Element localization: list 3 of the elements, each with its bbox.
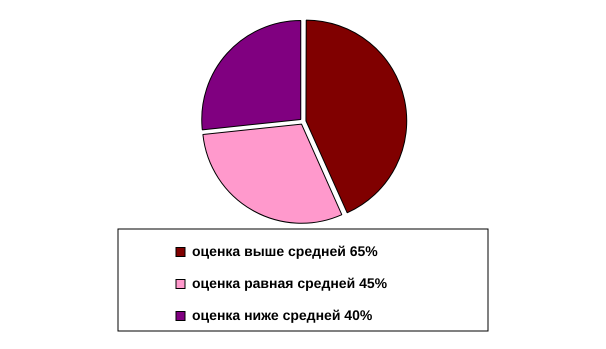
legend-label: оценка равная средней 45% <box>192 274 388 291</box>
legend-label: оценка ниже средней 40% <box>192 306 373 323</box>
legend-label: оценка выше средней 65% <box>192 242 378 259</box>
